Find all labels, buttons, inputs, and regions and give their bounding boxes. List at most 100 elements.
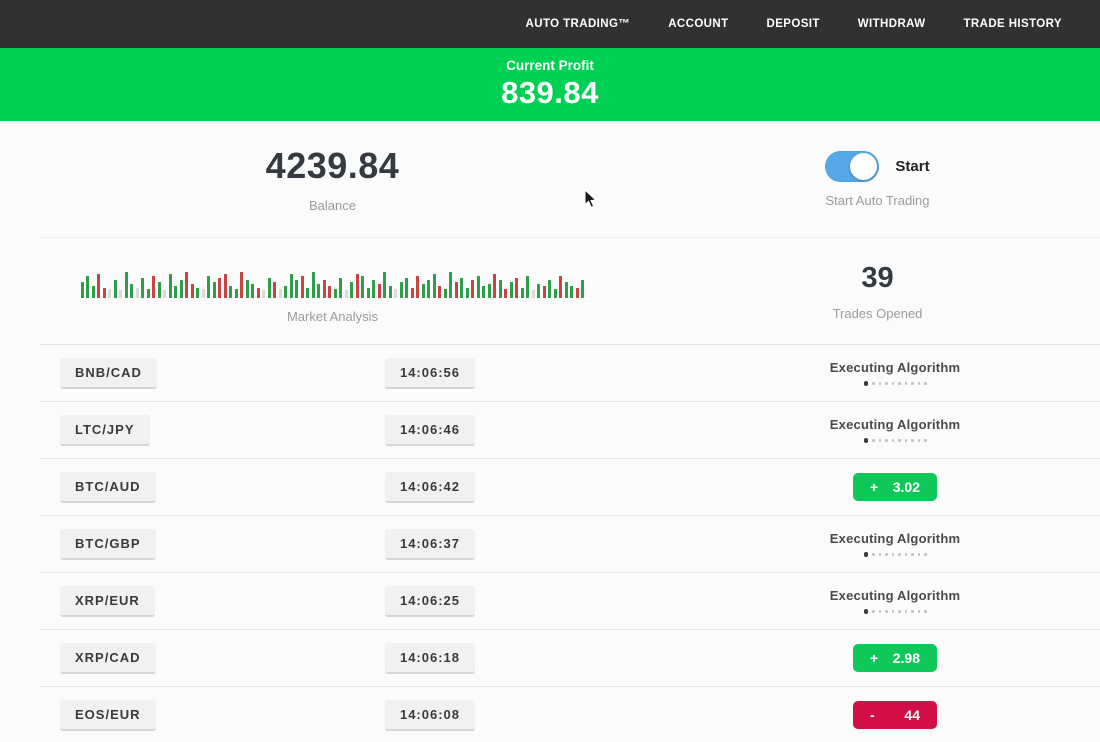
market-bar (416, 276, 420, 298)
loss-badge: -44 (853, 701, 937, 729)
market-bar (267, 278, 271, 298)
market-bar (559, 276, 563, 298)
executing-algorithm-label: Executing Algorithm (829, 588, 961, 604)
time-badge: 14:06:08 (384, 699, 476, 731)
market-bar (196, 288, 200, 298)
current-profit-banner: Current Profit 839.84 (0, 48, 1100, 121)
market-bar (278, 289, 282, 298)
trade-row: XRP/CAD 14:06:18 +2.98 (40, 630, 1100, 687)
market-bar (262, 290, 266, 298)
market-bar (273, 282, 277, 298)
market-bar (108, 289, 112, 298)
market-bar (295, 280, 299, 298)
time-badge: 14:06:46 (384, 414, 476, 446)
nav-item-auto-trading[interactable]: AUTO TRADING™ (525, 18, 631, 30)
market-bar (482, 286, 486, 298)
profit-badge: +3.02 (853, 473, 937, 501)
market-bar (190, 284, 194, 298)
trade-row: BTC/GBP 14:06:37 Executing Algorithm (40, 516, 1100, 573)
market-bar (163, 290, 167, 298)
market-bar (91, 286, 95, 298)
market-bar (234, 289, 238, 298)
pair-badge: XRP/EUR (60, 585, 155, 617)
market-bar (212, 282, 216, 298)
market-bar (465, 288, 469, 298)
pair-badge: EOS/EUR (60, 699, 156, 731)
auto-trading-toggle[interactable] (825, 150, 880, 182)
nav-item-trade-history[interactable]: TRADE HISTORY (963, 18, 1062, 30)
market-bar (405, 278, 409, 298)
market-bar (306, 288, 310, 298)
market-bar (581, 280, 585, 298)
top-nav: AUTO TRADING™ ACCOUNT DEPOSIT WITHDRAW T… (0, 0, 1100, 48)
time-badge: 14:06:25 (384, 585, 476, 617)
market-bar (317, 284, 321, 298)
market-bar (449, 272, 453, 298)
trade-row: EOS/EUR 14:06:08 -44 (40, 687, 1100, 742)
trade-status: Executing Algorithm (520, 588, 1100, 614)
market-bar (97, 274, 101, 298)
market-bar (548, 280, 552, 298)
market-bar (245, 280, 249, 298)
nav-item-deposit[interactable]: DEPOSIT (766, 18, 820, 30)
current-profit-value: 839.84 (501, 75, 599, 110)
trade-status: +2.98 (520, 644, 1100, 672)
market-bar (86, 276, 90, 298)
market-bar (377, 284, 381, 298)
market-bar (509, 282, 513, 298)
trades-opened-value: 39 (861, 261, 894, 294)
market-bar (146, 289, 150, 298)
market-bar (229, 286, 233, 298)
market-bar (383, 272, 387, 298)
market-bar (427, 280, 431, 298)
market-bar (498, 280, 502, 298)
market-bar (399, 282, 403, 298)
market-bar (328, 286, 332, 298)
market-bar (289, 274, 293, 298)
progress-dots (863, 609, 927, 614)
nav-item-withdraw[interactable]: WITHDRAW (857, 18, 926, 30)
market-bar (520, 288, 524, 298)
market-bar (339, 278, 343, 298)
executing-algorithm-label: Executing Algorithm (829, 417, 961, 433)
nav-item-account[interactable]: ACCOUNT (668, 18, 729, 30)
trades-opened-label: Trades Opened (832, 305, 923, 321)
market-bar (372, 280, 376, 298)
market-bar (207, 276, 211, 298)
time-badge: 14:06:37 (384, 528, 476, 560)
market-bar (174, 286, 178, 298)
market-bar (218, 278, 222, 298)
market-bar (300, 276, 304, 298)
progress-dots (863, 381, 927, 386)
balance-label: Balance (309, 198, 356, 213)
market-bar (355, 274, 359, 298)
market-bar (157, 282, 161, 298)
market-bar (102, 288, 106, 298)
profit-badge: +2.98 (853, 644, 937, 672)
market-bar (438, 286, 442, 298)
start-auto-trading-label: Start Auto Trading (825, 192, 930, 208)
market-bar (366, 288, 370, 298)
market-bar (515, 278, 519, 298)
time-badge: 14:06:42 (384, 471, 476, 503)
pair-badge: XRP/CAD (60, 642, 156, 674)
market-bar (542, 286, 546, 298)
market-bar (284, 286, 288, 298)
time-badge: 14:06:18 (384, 642, 476, 674)
balance-value: 4239.84 (265, 145, 400, 186)
market-bar (223, 274, 227, 298)
market-bar (421, 284, 425, 298)
market-bar (504, 289, 508, 298)
toggle-label: Start (895, 157, 930, 175)
market-analysis-label: Market Analysis (286, 309, 379, 324)
market-bar (394, 289, 398, 298)
toggle-knob (850, 152, 878, 180)
market-bar (553, 289, 557, 298)
time-badge: 14:06:56 (384, 357, 476, 389)
progress-dots (863, 552, 927, 557)
market-bar (460, 278, 464, 298)
market-bar (350, 282, 354, 298)
market-bar (119, 290, 123, 298)
market-bar (80, 282, 84, 298)
market-bar (179, 280, 183, 298)
